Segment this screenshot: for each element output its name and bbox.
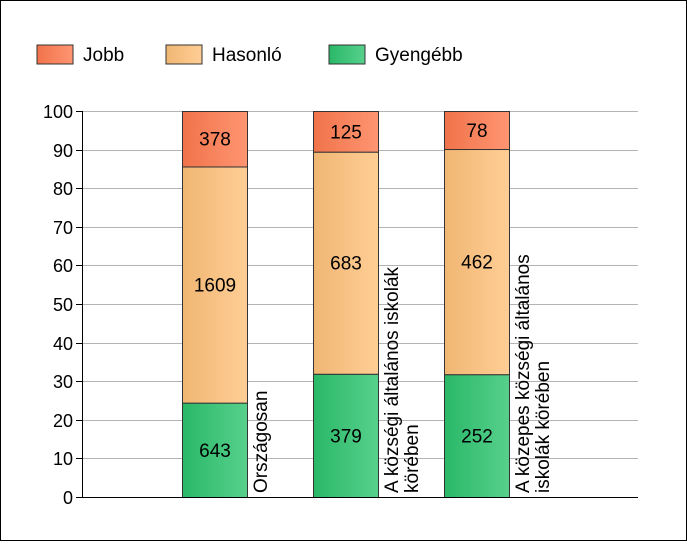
bar-value-label: 379 xyxy=(330,426,362,447)
bars: 643 1609 378 379 683 125 252 462 78 xyxy=(182,111,510,499)
bar-segment-hasonlo xyxy=(313,151,379,375)
legend-swatch-hasonlo xyxy=(165,44,203,65)
category-label-line: A községi általános iskolák xyxy=(382,266,403,493)
legend-swatch-gyengebb xyxy=(328,44,366,65)
bar-segment-gyengebb xyxy=(444,374,510,499)
category-label: A közepes községi általános iskolák köréb… xyxy=(513,254,554,493)
bar-segment-jobb xyxy=(313,111,379,153)
category-label-line: A közepes községi általános xyxy=(513,254,534,493)
bar-value-label: 78 xyxy=(466,121,487,142)
category-label-line: Országosan xyxy=(251,391,272,493)
y-tick-label: 60 xyxy=(53,256,73,276)
bar-segment-jobb xyxy=(182,111,248,168)
legend-swatch-jobb xyxy=(36,44,74,65)
y-tick-label: 20 xyxy=(53,411,73,431)
bar-value-label: 643 xyxy=(199,441,231,462)
bar-value-label: 462 xyxy=(461,253,493,274)
category-label-line: körében xyxy=(402,424,423,493)
y-tick-label: 50 xyxy=(53,295,73,315)
bar-segment-hasonlo xyxy=(444,149,510,376)
y-tick-label: 100 xyxy=(43,102,73,122)
y-tick-label: 0 xyxy=(63,488,73,508)
y-tick-label: 70 xyxy=(53,218,73,238)
bar-value-label: 378 xyxy=(199,130,231,151)
y-tick-label: 40 xyxy=(53,334,73,354)
category-label-line: iskolák körében xyxy=(533,361,554,493)
legend-label-gyengebb: Gyengébb xyxy=(375,45,463,66)
legend: Jobb Hasonló Gyengébb xyxy=(36,44,463,66)
bar-segment-hasonlo xyxy=(182,166,248,404)
category-label: Országosan xyxy=(251,391,272,493)
x-axis-labels: Országosan A községi általános iskolák kör… xyxy=(251,254,554,493)
bar-value-label: 1609 xyxy=(194,276,236,297)
y-tick-label: 80 xyxy=(53,179,73,199)
y-axis: 0 10 20 30 40 50 60 70 80 90 100 xyxy=(43,102,638,508)
bar-segment-jobb xyxy=(444,111,510,151)
y-tick-label: 10 xyxy=(53,449,73,469)
legend-item-jobb: Jobb xyxy=(36,44,124,66)
category-label: A községi általános iskolák körében xyxy=(382,266,423,493)
legend-label-hasonlo: Hasonló xyxy=(212,45,282,66)
legend-item-gyengebb: Gyengébb xyxy=(328,44,463,66)
legend-item-hasonlo: Hasonló xyxy=(165,44,282,66)
y-tick-label: 30 xyxy=(53,372,73,392)
bar-segment-gyengebb xyxy=(313,373,379,499)
y-tick-label: 90 xyxy=(53,141,73,161)
bar-value-label: 252 xyxy=(461,427,493,448)
legend-label-jobb: Jobb xyxy=(83,45,124,66)
bar-value-label: 683 xyxy=(330,254,362,275)
bar-value-label: 125 xyxy=(330,122,362,143)
